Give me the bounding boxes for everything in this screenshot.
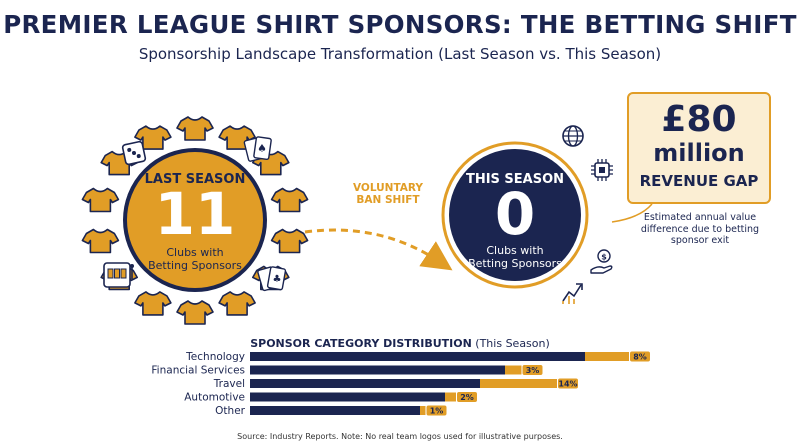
shirt-icon [270,228,309,254]
bar-accent [445,392,456,402]
last-season-count: 11 [154,180,236,248]
this-season-desc: Clubs with Betting Sponsors [445,244,585,270]
this-season-desc-line1: Clubs with [486,244,544,257]
this-season-count: 0 [494,180,536,248]
bar-value-label: 2% [460,393,474,402]
bar-category-label: Financial Services [151,365,245,377]
bar-accent [420,406,426,415]
shirt-icon [176,116,214,141]
bar-value-label: 8% [633,353,647,362]
last-season-desc: Clubs with Betting Sponsors [130,246,260,272]
this-season-label: THIS SEASON [465,172,565,187]
this-season-circle [449,149,581,281]
shirt-icon [270,187,309,213]
last-season-circle [123,148,267,292]
shirt-icon [81,187,120,213]
this-season-desc-line2: Betting Sponsors [468,257,562,270]
last-season-desc-line1: Clubs with [166,246,224,259]
sponsor-distribution-chart: Technology 8% Financial Services 3% Travel 14… [151,351,650,417]
bar-value-label: 3% [526,366,540,375]
revenue-gap-unit: million [653,139,745,167]
last-season-label: LAST SEASON [144,172,246,187]
chart-title-main: SPONSOR CATEGORY DISTRIBUTION [250,337,472,350]
bar-accent [480,379,557,388]
chip-icon [591,159,613,181]
revenue-gap-amount: £80 [661,99,737,140]
gap-connector [611,203,653,223]
bar [250,379,480,388]
playing-cards-icon-bottom: ♣ [257,266,287,292]
revenue-gap-note-line3: sponsor exit [670,235,730,246]
playing-cards-icon: ♠ [243,136,272,162]
shirt-icon [134,291,172,316]
revenue-gap-note: Estimated annual value difference due to… [630,212,770,247]
slot-machine-icon [103,262,134,288]
bar-value-tag [522,365,543,375]
bar [250,406,420,415]
bar-value-tag [426,405,447,416]
chart-title-suffix: (This Season) [475,337,550,350]
bar-category-label: Other [215,405,245,417]
bar-value-tag [457,392,477,402]
shirt-icon [81,228,120,254]
shift-label-line2: BAN SHIFT [356,194,420,206]
shirt-icon [176,300,214,325]
globe-icon [562,125,584,147]
shift-label: VOLUNTARY BAN SHIFT [333,182,443,206]
dice-icon [121,140,147,166]
growth-arrow-icon [562,283,583,304]
shift-label-line1: VOLUNTARY [352,182,424,194]
bar-category-label: Automotive [184,392,245,404]
bar-accent [505,365,522,375]
shirt-icon [218,291,256,316]
page-subtitle: Sponsorship Landscape Transformation (La… [138,45,662,63]
bar [250,392,445,402]
bar-category-label: Travel [213,378,245,390]
bar-accent [585,352,629,361]
bar-value-tag [630,351,650,362]
revenue-gap-note-line1: Estimated annual value [643,212,757,223]
bar-value-label: 1% [430,407,444,416]
bar-value-tag [558,378,578,389]
svg-text:$: $ [601,253,607,262]
last-season-desc-line2: Betting Sponsors [148,259,242,272]
source-note: Source: Industry Reports. Note: No real … [237,432,563,441]
revenue-gap-label: REVENUE GAP [639,172,759,190]
bar [250,352,585,361]
bar-category-label: Technology [185,351,245,363]
revenue-gap-note-line2: difference due to betting [640,223,760,235]
money-hand-icon: $ [590,249,613,274]
bar [250,365,505,375]
shift-arrow [304,228,453,271]
page-title: PREMIER LEAGUE SHIRT SPONSORS: THE BETTI… [3,10,797,39]
svg-text:♠: ♠ [257,142,267,155]
chart-title: SPONSOR CATEGORY DISTRIBUTION (This Seas… [0,337,800,350]
bar-value-label: 14% [558,380,577,389]
svg-text:♣: ♣ [273,274,282,285]
revenue-gap-box: £80 million REVENUE GAP [627,92,771,204]
